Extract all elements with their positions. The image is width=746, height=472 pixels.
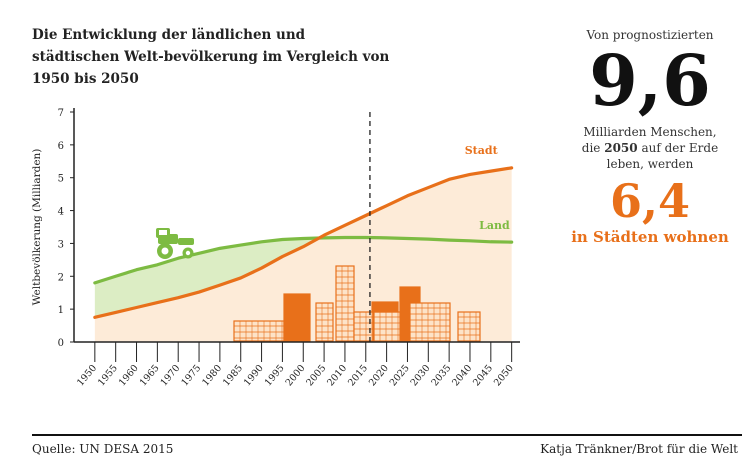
x-tick-label: 2045 — [471, 363, 495, 389]
city-skyline-icon — [233, 265, 481, 342]
x-tick-label: 2050 — [492, 363, 516, 389]
x-tick-label: 1960 — [117, 363, 141, 389]
x-tick-label: 1975 — [179, 363, 203, 389]
series-label-stadt: Stadt — [465, 144, 499, 157]
building — [457, 311, 481, 342]
x-tick-label: 1955 — [96, 363, 120, 389]
source-text: Quelle: UN DESA 2015 — [32, 442, 174, 456]
series-label-land: Land — [479, 219, 510, 232]
x-tick-label: 1965 — [138, 363, 162, 389]
middle-text: Milliarden Menschen, die 2050 auf der Er… — [560, 124, 740, 172]
cities-text: in Städten wohnen — [571, 228, 729, 246]
building — [409, 302, 451, 342]
middle-line-2-post: auf der Erde — [637, 141, 719, 155]
y-tick-label: 0 — [58, 338, 64, 349]
y-tick-label: 1 — [58, 305, 64, 316]
rural-area-fill — [94, 238, 320, 318]
x-tick-label: 2030 — [409, 363, 433, 389]
y-tick-label: 4 — [58, 207, 64, 218]
series-line-stadt — [93, 166, 514, 319]
x-tick-label: 2000 — [284, 363, 308, 389]
big-number: 9,6 — [589, 39, 711, 122]
tractor-icon — [156, 228, 194, 259]
x-tick-label: 2040 — [450, 363, 474, 389]
footer-divider — [32, 434, 742, 436]
middle-line-2: die 2050 auf der Erde — [560, 140, 740, 156]
x-tick-label: 2035 — [429, 363, 453, 389]
credit-text: Katja Tränkner/Brot für die Welt — [540, 442, 738, 456]
middle-line-2-year: 2050 — [604, 141, 638, 155]
x-tick-label: 2025 — [388, 363, 412, 389]
middle-line-2-pre: die — [581, 141, 605, 155]
tractor-front-hub — [185, 250, 191, 256]
building — [353, 311, 374, 342]
y-tick-label: 3 — [58, 239, 64, 250]
x-tick-label: 1985 — [221, 363, 245, 389]
x-tick-label: 1990 — [242, 363, 266, 389]
y-axis-label: Weltbevölkerung (Milliarden) — [31, 149, 43, 306]
building — [335, 265, 355, 342]
y-tick-label: 5 — [58, 174, 64, 185]
x-tick-label: 2005 — [304, 363, 328, 389]
x-tick-label: 1995 — [263, 363, 287, 389]
x-tick-label: 1980 — [200, 363, 224, 389]
series-line-land — [93, 235, 514, 285]
building — [283, 293, 311, 342]
x-tick-label: 1950 — [75, 363, 99, 389]
building — [371, 301, 399, 313]
intro-text: Von prognostizierten — [586, 28, 714, 42]
city-number: 6,4 — [609, 174, 691, 228]
middle-line-3: leben, werden — [606, 157, 694, 171]
x-tick-label: 2010 — [325, 363, 349, 389]
x-tick-label: 2020 — [367, 363, 391, 389]
y-tick-label: 7 — [58, 108, 64, 119]
building — [315, 302, 334, 342]
tractor-rear-hub — [161, 247, 169, 255]
tractor-window — [159, 230, 167, 235]
y-tick-label: 6 — [58, 141, 64, 152]
x-tick-label: 2015 — [346, 363, 370, 389]
y-tick-label: 2 — [58, 272, 64, 283]
side-panel: Von prognostizierten 9,6 Milliarden Mens… — [560, 28, 740, 246]
x-tick-label: 1970 — [159, 363, 183, 389]
middle-line-1: Milliarden Menschen, — [583, 125, 717, 139]
chart-title: Die Entwicklung der ländlichen und städt… — [32, 27, 390, 87]
tractor-hood — [178, 238, 194, 245]
